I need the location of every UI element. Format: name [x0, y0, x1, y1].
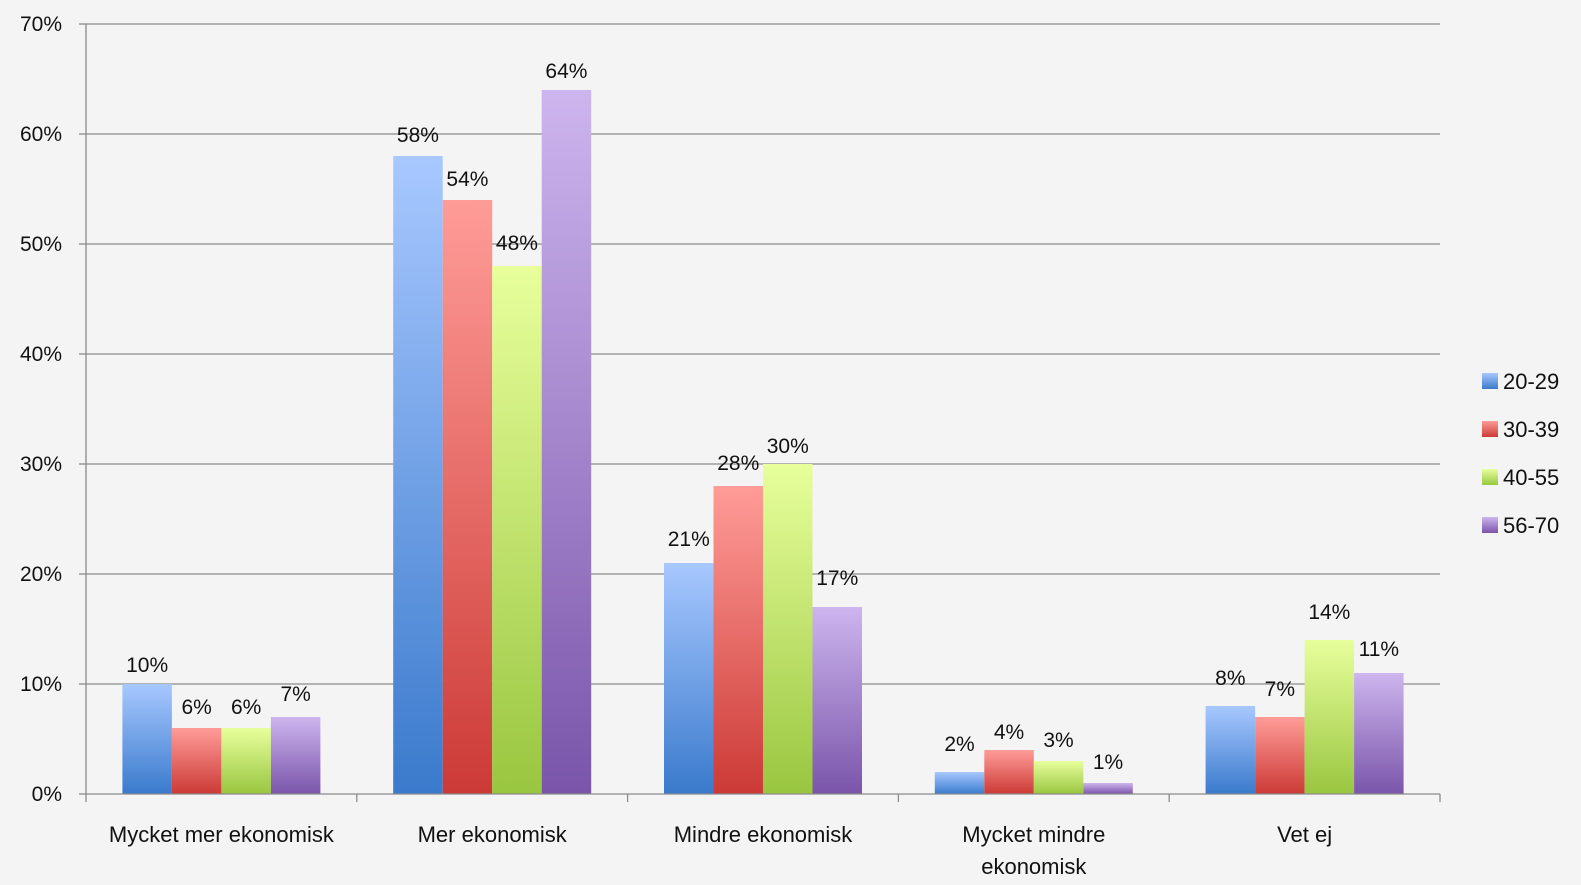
- data-label: 7%: [1265, 678, 1295, 701]
- bar-40-55-4: [1304, 640, 1355, 794]
- data-label: 6%: [231, 696, 261, 719]
- bar-30-39-0: [171, 728, 222, 794]
- data-label: 1%: [1093, 751, 1123, 774]
- bars: [122, 90, 1404, 794]
- data-label: 4%: [994, 721, 1024, 744]
- y-tick-label: 40%: [20, 343, 62, 366]
- x-category-label: Mer ekonomisk: [418, 822, 568, 847]
- y-tick-label: 20%: [20, 563, 62, 586]
- data-label: 58%: [397, 124, 439, 147]
- data-label: 48%: [496, 232, 538, 255]
- legend-swatch: [1482, 469, 1498, 485]
- bar-40-55-3: [1033, 761, 1084, 794]
- bar-56-70-0: [270, 717, 321, 794]
- data-label: 10%: [126, 654, 168, 677]
- data-label: 2%: [944, 733, 974, 756]
- y-tick-label: 60%: [20, 123, 62, 146]
- bar-20-29-1: [393, 156, 443, 794]
- legend-label: 30-39: [1503, 417, 1559, 442]
- bar-20-29-2: [664, 563, 714, 794]
- bar-40-55-1: [492, 266, 542, 794]
- bar-20-29-0: [122, 684, 172, 794]
- data-label: 28%: [717, 452, 759, 475]
- x-category-label: Mindre ekonomisk: [674, 822, 854, 847]
- data-label: 11%: [1359, 638, 1399, 661]
- legend: 20-29 30-39 40-55 56-70: [1482, 369, 1559, 538]
- y-tick-label: 70%: [20, 13, 62, 36]
- data-label: 14%: [1308, 601, 1350, 624]
- legend-label: 20-29: [1503, 369, 1559, 394]
- bar-30-39-3: [984, 750, 1034, 794]
- x-category-label: Mycket mer ekonomisk: [109, 822, 335, 847]
- x-category-label: Vet ej: [1277, 822, 1332, 847]
- bar-30-39-1: [442, 200, 493, 794]
- data-label: 21%: [668, 528, 710, 551]
- y-tick-label: 10%: [20, 673, 62, 696]
- bar-56-70-2: [812, 607, 862, 794]
- legend-swatch: [1482, 421, 1498, 437]
- legend-swatch: [1482, 517, 1498, 533]
- data-labels: 10% 6% 6% 7% 58% 54% 48% 64% 21% 28% 30% 17% 2% 4% 3% 1…: [126, 60, 1399, 774]
- bar-30-39-2: [713, 486, 763, 794]
- bar-40-55-0: [221, 728, 271, 794]
- data-label: 30%: [767, 435, 809, 458]
- data-label: 8%: [1215, 667, 1245, 690]
- data-label: 3%: [1043, 729, 1073, 752]
- bar-20-29-3: [934, 772, 985, 794]
- data-label: 6%: [181, 696, 211, 719]
- y-tick-label: 30%: [20, 453, 62, 476]
- x-axis: Mycket mer ekonomisk Mer ekonomisk Mindre …: [85, 793, 1441, 879]
- bar-40-55-2: [763, 464, 813, 794]
- legend-label: 56-70: [1503, 513, 1559, 538]
- bar-56-70-1: [541, 90, 592, 794]
- legend-swatch: [1482, 373, 1498, 389]
- y-tick-label: 0%: [32, 783, 62, 806]
- legend-label: 40-55: [1503, 465, 1559, 490]
- bar-56-70-4: [1354, 673, 1404, 794]
- y-axis: 0% 10% 20% 30% 40% 50% 60% 70%: [20, 13, 87, 806]
- data-label: 54%: [446, 168, 488, 191]
- y-tick-label: 50%: [20, 233, 62, 256]
- x-category-label: Mycket mindre ekonomisk: [962, 822, 1105, 879]
- bar-56-70-3: [1083, 783, 1133, 794]
- bar-30-39-4: [1255, 717, 1305, 794]
- bar-20-29-4: [1205, 706, 1256, 794]
- data-label: 64%: [545, 60, 587, 83]
- data-label: 7%: [280, 683, 310, 706]
- data-label: 17%: [816, 567, 858, 590]
